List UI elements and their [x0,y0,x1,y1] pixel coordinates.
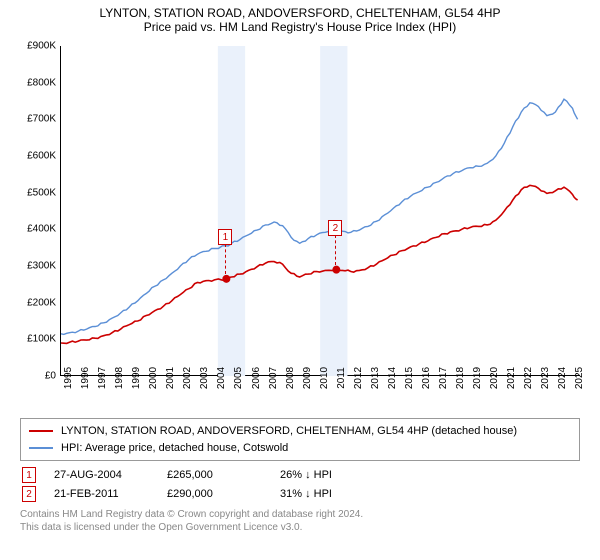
chart-container: £0 £100K £200K £300K £400K £500K £600K £700K £80… [10,36,590,416]
series-line-property [61,185,578,343]
marker-dot-1 [222,275,230,283]
x-tick-label: 1999 [131,367,142,389]
transaction-row-1: 1 27-AUG-2004 £265,000 26% ↓ HPI [22,467,580,483]
copyright-line-1: Contains HM Land Registry data © Crown c… [20,508,580,521]
x-tick-label: 2023 [540,367,551,389]
transaction-row-2: 2 21-FEB-2011 £290,000 31% ↓ HPI [22,486,580,502]
x-tick-label: 2022 [523,367,534,389]
x-tick-label: 2012 [353,367,364,389]
x-tick-label: 2020 [489,367,500,389]
marker-dot-2 [332,266,340,274]
x-tick-label: 2010 [319,367,330,389]
x-tick-label: 2016 [421,367,432,389]
x-tick-label: 2014 [387,367,398,389]
legend-swatch-hpi [29,447,53,449]
plot-area [60,46,580,376]
legend-label-hpi: HPI: Average price, detached house, Cots… [61,440,288,457]
transaction-flag-1: 1 [22,467,36,483]
x-tick-label: 2006 [251,367,262,389]
y-tick-label: £0 [10,371,56,382]
x-tick-label: 1995 [63,367,74,389]
x-tick-label: 2011 [336,367,347,389]
x-tick-label: 2024 [557,367,568,389]
x-tick-label: 2019 [472,367,483,389]
legend-label-property: LYNTON, STATION ROAD, ANDOVERSFORD, CHEL… [61,423,517,440]
legend-and-notes: LYNTON, STATION ROAD, ANDOVERSFORD, CHEL… [20,418,580,534]
legend-box: LYNTON, STATION ROAD, ANDOVERSFORD, CHEL… [20,418,580,461]
y-tick-label: £300K [10,261,56,272]
legend-swatch-property [29,430,53,432]
transaction-flag-2: 2 [22,486,36,502]
x-tick-label: 2015 [404,367,415,389]
transaction-date-1: 27-AUG-2004 [54,469,149,481]
marker-flag-1: 1 [218,229,232,245]
x-tick-label: 2013 [370,367,381,389]
x-tick-label: 2009 [302,367,313,389]
y-tick-label: £100K [10,334,56,345]
x-tick-label: 1998 [114,367,125,389]
x-tick-label: 2005 [233,367,244,389]
copyright-line-2: This data is licensed under the Open Gov… [20,521,580,534]
transaction-price-2: £290,000 [167,488,262,500]
x-tick-label: 1997 [97,367,108,389]
title-line-2: Price paid vs. HM Land Registry's House … [10,20,590,34]
transaction-delta-1: 26% ↓ HPI [280,469,375,481]
y-tick-label: £200K [10,297,56,308]
x-tick-label: 2021 [506,367,517,389]
transaction-price-1: £265,000 [167,469,262,481]
transaction-date-2: 21-FEB-2011 [54,488,149,500]
title-line-1: LYNTON, STATION ROAD, ANDOVERSFORD, CHEL… [10,6,590,20]
y-tick-label: £800K [10,77,56,88]
x-tick-label: 2000 [148,367,159,389]
y-tick-label: £500K [10,187,56,198]
x-tick-label: 2003 [199,367,210,389]
y-tick-label: £900K [10,41,56,52]
x-tick-label: 2008 [285,367,296,389]
x-tick-label: 2017 [438,367,449,389]
x-tick-label: 2001 [165,367,176,389]
legend-row-property: LYNTON, STATION ROAD, ANDOVERSFORD, CHEL… [29,423,571,440]
shaded-band [218,46,245,376]
x-tick-label: 2018 [455,367,466,389]
y-tick-label: £600K [10,151,56,162]
y-tick-label: £400K [10,224,56,235]
x-tick-label: 2002 [182,367,193,389]
chart-svg [61,46,581,376]
y-tick-label: £700K [10,114,56,125]
x-tick-label: 2007 [268,367,279,389]
transaction-delta-2: 31% ↓ HPI [280,488,375,500]
x-tick-label: 1996 [80,367,91,389]
shaded-band [320,46,347,376]
copyright-block: Contains HM Land Registry data © Crown c… [20,508,580,534]
legend-row-hpi: HPI: Average price, detached house, Cots… [29,440,571,457]
x-tick-label: 2025 [574,367,585,389]
x-tick-label: 2004 [216,367,227,389]
marker-flag-2: 2 [328,220,342,236]
chart-title-block: LYNTON, STATION ROAD, ANDOVERSFORD, CHEL… [0,0,600,36]
